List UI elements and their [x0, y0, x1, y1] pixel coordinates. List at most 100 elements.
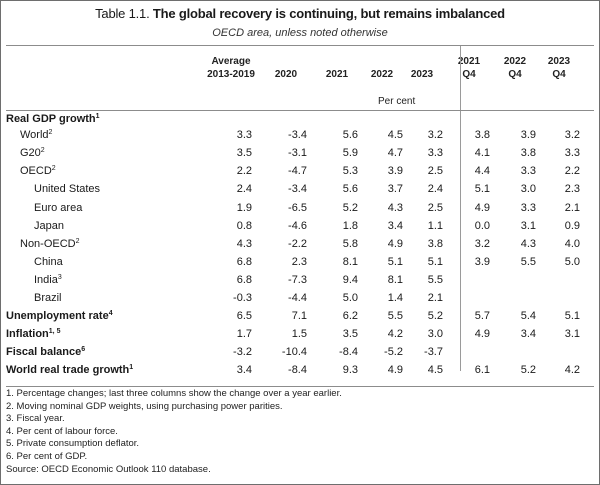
- table-title: Table 1.1. The global recovery is contin…: [0, 6, 600, 21]
- table-cell: 1.1: [427, 220, 443, 232]
- table-cell: 3.5: [236, 147, 252, 159]
- table-cell: 3.2: [564, 129, 580, 141]
- table-cell: 1.7: [236, 328, 252, 340]
- table-cell: 5.7: [474, 310, 490, 322]
- table-cell: 2.1: [564, 202, 580, 214]
- table-cell: 1.9: [236, 202, 252, 214]
- table-cell: 4.2: [564, 364, 580, 376]
- table-cell: 5.1: [427, 256, 443, 268]
- column-header: 2022 Q4: [486, 55, 544, 81]
- table-cell: 5.2: [342, 202, 358, 214]
- table-cell: 4.9: [474, 328, 490, 340]
- column-header-line2: 2022: [370, 69, 394, 80]
- column-header: 2021 Q4: [440, 55, 498, 81]
- column-header-line2: 2023: [410, 69, 434, 80]
- table-cell: -8.4: [339, 346, 358, 358]
- row-label: OECD2: [20, 165, 56, 177]
- header-rule: [6, 110, 594, 111]
- column-separator: [460, 46, 461, 371]
- table-cell: -4.4: [288, 292, 307, 304]
- table-cell: 5.5: [427, 274, 443, 286]
- table-cell: 5.9: [342, 147, 358, 159]
- table-cell: 3.9: [387, 165, 403, 177]
- table-cell: 3.9: [474, 256, 490, 268]
- table-number: Table 1.1.: [95, 6, 150, 21]
- table-cell: -0.3: [233, 292, 252, 304]
- table-cell: 5.6: [342, 183, 358, 195]
- row-label: World2: [20, 129, 53, 141]
- table-cell: 5.2: [427, 310, 443, 322]
- table-cell: -3.7: [424, 346, 443, 358]
- table-cell: 5.1: [474, 183, 490, 195]
- table-cell: 9.3: [342, 364, 358, 376]
- table-cell: 6.5: [236, 310, 252, 322]
- footnote-marker: 1: [95, 113, 100, 120]
- table-cell: 6.8: [236, 256, 252, 268]
- footnote: 1. Percentage changes; last three column…: [6, 388, 342, 399]
- table-cell: 3.3: [236, 129, 252, 141]
- table-cell: 0.8: [236, 220, 252, 232]
- column-header-line1: 2022: [503, 56, 527, 67]
- table-cell: 3.3: [520, 202, 536, 214]
- table-cell: 4.4: [474, 165, 490, 177]
- table-cell: 3.5: [342, 328, 358, 340]
- footnote: 4. Per cent of labour force.: [6, 425, 118, 437]
- row-label: United States: [34, 183, 101, 195]
- footnotes: 1. Percentage changes; last three column…: [6, 388, 342, 476]
- table-cell: 3.4: [520, 328, 536, 340]
- table-cell: 0.9: [564, 220, 580, 232]
- footnote-marker: 2: [75, 238, 80, 245]
- row-label: Fiscal balance6: [6, 346, 86, 358]
- row-label: World real trade growth1: [6, 364, 134, 376]
- row-label: Japan: [34, 220, 64, 232]
- table-cell: 3.1: [520, 220, 536, 232]
- table-cell: 5.1: [387, 256, 403, 268]
- table-cell: -7.3: [288, 274, 307, 286]
- top-rule: [6, 45, 594, 46]
- table-row: Real GDP growth1: [0, 111, 600, 129]
- column-header-line1: 2021: [457, 56, 481, 67]
- table-cell: 5.0: [564, 256, 580, 268]
- table-cell: 4.3: [520, 238, 536, 250]
- table-cell: 5.1: [564, 310, 580, 322]
- footnote-marker: 1: [129, 364, 134, 371]
- column-header-line1: [257, 55, 315, 68]
- column-header: 2020: [257, 55, 315, 81]
- table-cell: 2.3: [564, 183, 580, 195]
- footnote: 5. Private consumption deflator.: [6, 438, 140, 450]
- table-cell: 3.3: [427, 147, 443, 159]
- table-cell: 4.0: [564, 238, 580, 250]
- table-cell: 5.2: [520, 364, 536, 376]
- column-header-line1: Average: [211, 56, 251, 67]
- table-cell: -8.4: [288, 364, 307, 376]
- table-cell: 5.4: [520, 310, 536, 322]
- column-header: 2021: [308, 55, 366, 81]
- column-header-line2: Q4: [462, 69, 476, 80]
- table-cell: 8.1: [342, 256, 358, 268]
- table-cell: -4.6: [288, 220, 307, 232]
- table-cell: 4.1: [474, 147, 490, 159]
- column-header-line2: 2013-2019: [207, 69, 255, 80]
- table-row: Fiscal balance6 -3.2 -10.4 -8.4 -5.2 -3.7: [0, 344, 600, 362]
- table-cell: 3.4: [236, 364, 252, 376]
- table-cell: 4.3: [387, 202, 403, 214]
- footnote: 3. Fiscal year.: [6, 413, 65, 425]
- footnote-marker: 4: [108, 310, 113, 317]
- table-cell: 2.5: [427, 202, 443, 214]
- table-cell: 5.6: [342, 129, 358, 141]
- table-cell: -2.2: [288, 238, 307, 250]
- table-cell: 3.2: [427, 129, 443, 141]
- table-cell: 5.3: [342, 165, 358, 177]
- table-cell: -3.4: [288, 129, 307, 141]
- footnote: 2. Moving nominal GDP weights, using pur…: [6, 400, 283, 412]
- table-cell: 4.9: [474, 202, 490, 214]
- bottom-rule: [6, 386, 594, 387]
- table-cell: 5.0: [342, 292, 358, 304]
- table-cell: 7.1: [291, 310, 307, 322]
- table-cell: 1.4: [387, 292, 403, 304]
- unit-label: Per cent: [378, 96, 416, 107]
- table-row: Japan 0.8 -4.6 1.8 3.4 1.1 0.0 3.1 0.9: [0, 218, 600, 236]
- table-cell: 6.1: [474, 364, 490, 376]
- table-cell: 2.2: [236, 165, 252, 177]
- table-cell: 0.0: [474, 220, 490, 232]
